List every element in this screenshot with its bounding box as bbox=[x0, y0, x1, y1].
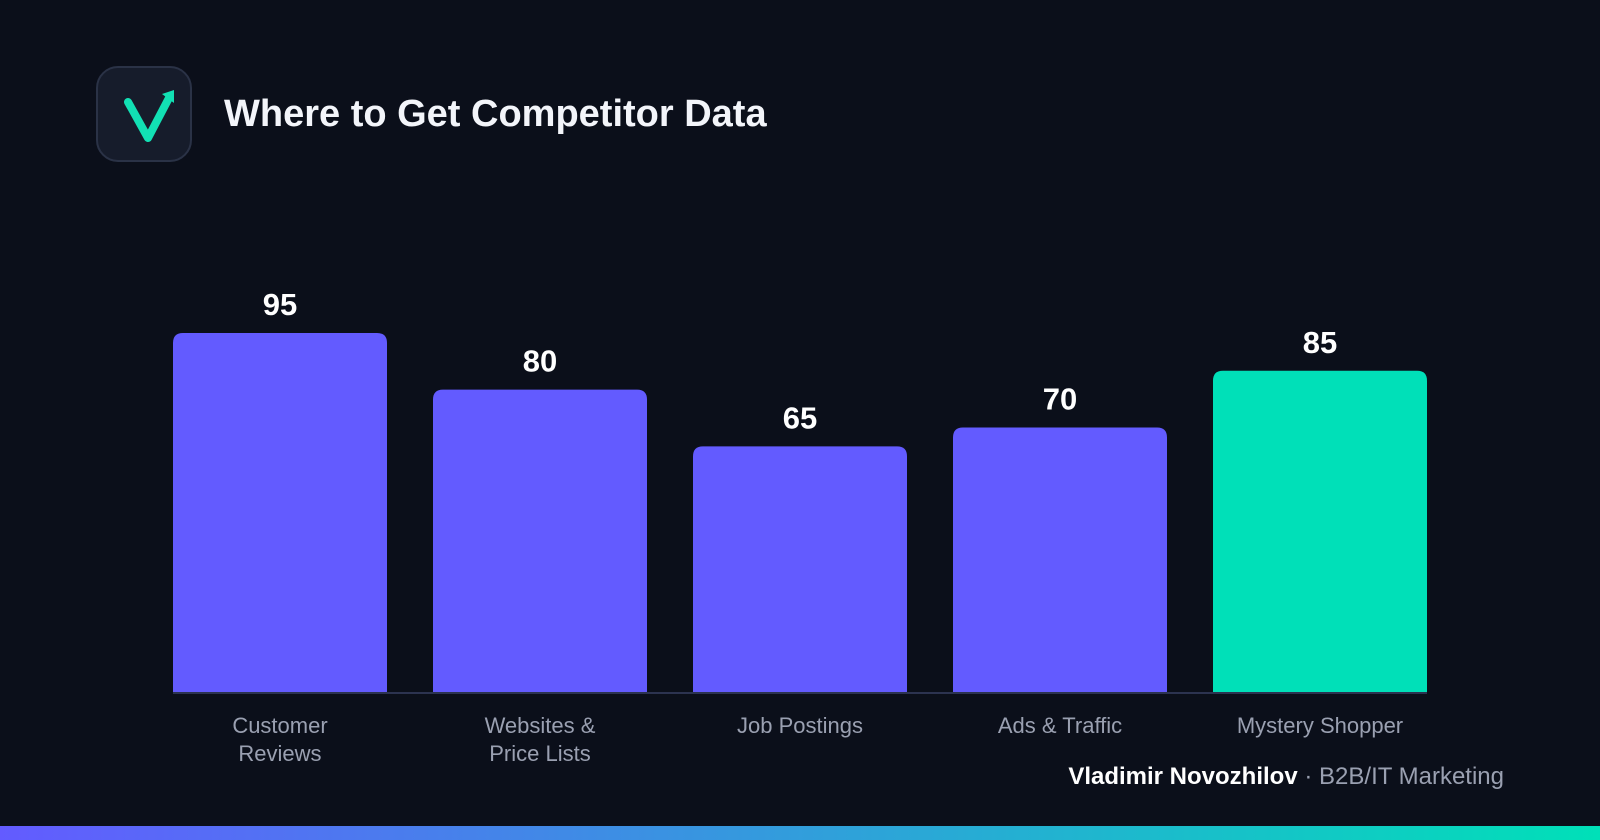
author-role: B2B/IT Marketing bbox=[1319, 763, 1504, 790]
checkmark-arrow-icon bbox=[124, 90, 174, 142]
data-label-4: 85 bbox=[1303, 325, 1337, 360]
author-credit: Vladimir Novozhilov · B2B/IT Marketing bbox=[1068, 762, 1504, 792]
bar-2 bbox=[693, 446, 907, 692]
data-label-2: 65 bbox=[783, 400, 817, 435]
bar-3 bbox=[953, 427, 1167, 692]
bar-4 bbox=[1213, 370, 1427, 692]
data-label-1: 80 bbox=[523, 344, 557, 379]
bar-chart: 95 Customer Reviews 80 Websites & Price Lists… bbox=[173, 287, 1427, 766]
bottom-gradient-bar bbox=[0, 826, 1600, 840]
credit-separator: · bbox=[1304, 763, 1313, 790]
category-label-4: Mystery Shopper bbox=[1237, 713, 1403, 738]
data-label-0: 95 bbox=[263, 287, 297, 322]
bar-1 bbox=[433, 389, 647, 692]
chart-title: Where to Get Competitor Data bbox=[224, 93, 767, 135]
category-label-0: Customer Reviews bbox=[232, 713, 327, 766]
bar-0 bbox=[173, 333, 387, 692]
logo bbox=[96, 66, 192, 162]
category-label-1: Websites & Price Lists bbox=[485, 713, 596, 766]
author-name: Vladimir Novozhilov bbox=[1068, 763, 1298, 790]
category-label-3: Ads & Traffic bbox=[998, 713, 1122, 738]
data-label-3: 70 bbox=[1043, 381, 1077, 416]
category-label-2: Job Postings bbox=[737, 713, 863, 738]
